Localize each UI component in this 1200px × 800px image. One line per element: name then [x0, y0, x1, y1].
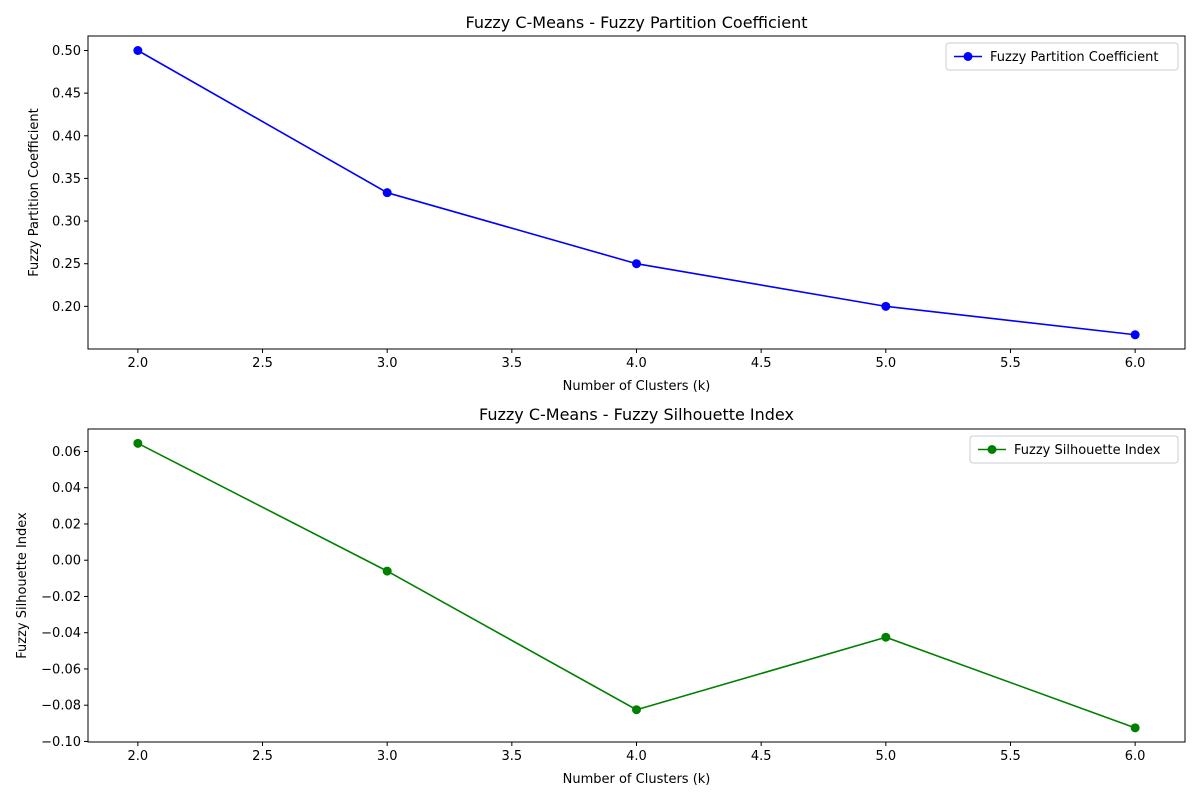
data-point	[881, 632, 891, 642]
data-point	[382, 188, 392, 198]
x-tick-label: 2.5	[252, 749, 273, 764]
y-tick-label: 0.02	[52, 517, 81, 532]
x-axis-label: Number of Clusters (k)	[563, 772, 711, 787]
x-tick-label: 2.5	[252, 356, 273, 371]
y-tick-label: 0.00	[52, 554, 81, 569]
x-axis-label: Number of Clusters (k)	[563, 379, 711, 394]
y-tick-label: −0.06	[41, 662, 81, 677]
x-tick-label: 6.0	[1125, 356, 1146, 371]
legend-marker	[963, 52, 973, 61]
legend-box	[945, 42, 1179, 71]
chart-title: Fuzzy C-Means - Fuzzy Silhouette Index	[479, 405, 794, 424]
y-axis-label: Fuzzy Partition Coefficient	[27, 108, 42, 276]
y-tick-label: 0.45	[52, 87, 81, 102]
data-point	[1130, 723, 1140, 733]
x-tick-label: 4.5	[751, 356, 772, 371]
x-tick-label: 3.0	[377, 356, 398, 371]
x-tick-label: 5.5	[1000, 749, 1021, 764]
data-point	[382, 566, 392, 576]
x-tick-label: 5.0	[875, 356, 896, 371]
data-point	[133, 438, 143, 448]
y-axis-label: Fuzzy Silhouette Index	[15, 512, 30, 659]
x-tick-label: 4.0	[626, 749, 647, 764]
x-tick-label: 5.5	[1000, 356, 1021, 371]
x-tick-label: 3.5	[501, 356, 522, 371]
x-tick-label: 3.0	[377, 749, 398, 764]
y-tick-label: 0.50	[52, 44, 81, 59]
x-tick-label: 2.0	[128, 356, 149, 371]
x-tick-label: 5.0	[875, 749, 896, 764]
y-tick-label: 0.25	[52, 257, 81, 272]
y-tick-label: 0.20	[52, 300, 81, 315]
y-tick-label: 0.40	[52, 129, 81, 144]
y-tick-label: −0.02	[41, 590, 81, 605]
y-tick-label: −0.08	[41, 699, 81, 714]
y-tick-label: −0.04	[41, 626, 81, 641]
data-point	[881, 301, 891, 311]
legend: Fuzzy Partition Coefficient	[945, 42, 1179, 71]
x-tick-label: 2.0	[128, 749, 149, 764]
axes-frame	[87, 428, 1186, 743]
data-point	[133, 45, 143, 55]
y-tick-label: 0.35	[52, 172, 81, 187]
legend-marker	[987, 445, 997, 454]
data-point	[1130, 330, 1140, 340]
y-tick-label: 0.30	[52, 215, 81, 230]
silhouette-index-chart: Fuzzy C-Means - Fuzzy Silhouette Index 2.…	[15, 405, 1186, 787]
axes-frame	[87, 35, 1186, 350]
legend-label: Fuzzy Silhouette Index	[1014, 443, 1161, 458]
partition-coefficient-chart: Fuzzy C-Means - Fuzzy Partition Coeffici…	[27, 13, 1186, 394]
legend-label: Fuzzy Partition Coefficient	[990, 50, 1158, 65]
legend: Fuzzy Silhouette Index	[969, 435, 1179, 464]
y-tick-label: 0.06	[52, 445, 81, 460]
y-tick-label: 0.04	[52, 481, 81, 496]
data-point	[632, 259, 641, 269]
x-tick-label: 6.0	[1125, 749, 1146, 764]
y-tick-label: −0.10	[41, 735, 81, 750]
chart-title: Fuzzy C-Means - Fuzzy Partition Coeffici…	[466, 13, 808, 32]
x-tick-label: 4.0	[626, 356, 647, 371]
data-point	[632, 705, 641, 715]
x-tick-label: 4.5	[751, 749, 772, 764]
legend-box	[969, 435, 1179, 464]
x-tick-label: 3.5	[501, 749, 522, 764]
